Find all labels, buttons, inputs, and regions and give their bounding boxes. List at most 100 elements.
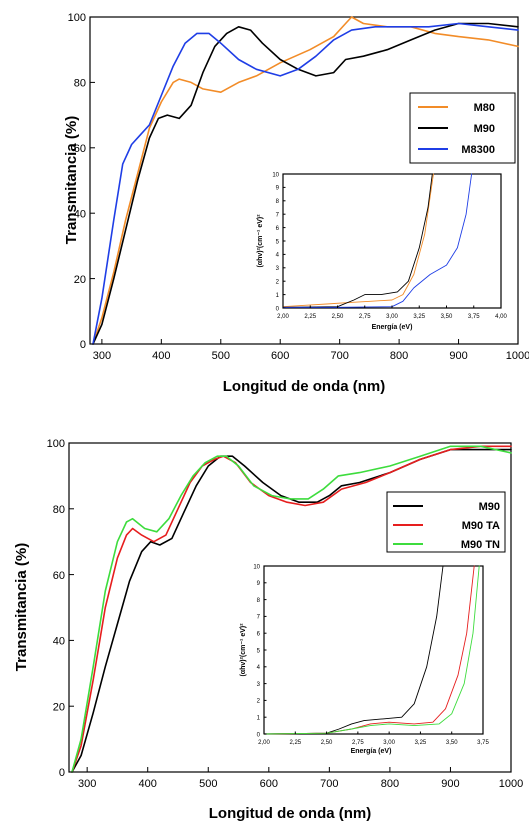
chart-1-inset-xlabel: Energía (eV) [372,324,413,331]
chart-2-inset-xtick-label: 2,00 [258,740,270,746]
chart-1-inset-ytick-label: 8 [276,199,280,205]
chart-2-xtick-label: 700 [320,778,338,790]
chart-1-inset-xtick-label: 2,50 [332,314,344,320]
chart-2-legend-label-m90: M90 [479,501,500,513]
chart-2-inset-ytick-label: 8 [257,598,261,604]
chart-2-plot-frame [68,442,512,773]
chart-1-inset-ytick-label: 6 [276,226,280,232]
chart-2-series-lines [71,445,512,773]
chart-1-legend-label-m80: M80 [474,102,495,114]
chart-2-inset-ytick-label: 10 [253,564,260,570]
chart-2-inset-ytick-label: 5 [257,648,261,654]
chart-1-inset-xtick-label: 3,25 [413,314,425,320]
chart-2-inset-ytick-label: 4 [257,665,261,671]
chart-1-xlabel: Longitud de onda (nm) [223,378,385,395]
chart-1-inset-series-lines [282,173,473,308]
chart-2-inset-ytick-label: 6 [257,632,261,638]
chart-1-inset-series-m8300-line [282,173,473,308]
chart-2-legend-label-m90-ta: M90 TA [462,520,500,532]
chart-1-ylabel: Transmitancia (%) [63,116,80,244]
chart-2-inset-xtick-label: 2,75 [352,740,364,746]
chart-2-inset-ytick-label: 2 [257,699,261,705]
chart-1-inset-ytick-label: 3 [276,266,280,272]
chart-1-ytick-label: 0 [80,339,86,351]
chart-2-inset-series-lines [263,565,480,735]
chart-2-inset-ytick-label: 9 [257,581,261,587]
chart-2-inset-xtick-label: 2,25 [289,740,301,746]
chart-1-series-m80-line [92,16,519,345]
chart-1-ytick-label: 80 [74,78,86,90]
chart-2-ytick-label: 20 [53,701,65,713]
chart-1-xtick-label: 800 [390,350,408,362]
chart-1-inset-ytick-label: 5 [276,239,280,245]
chart-1-xtick-label: 900 [449,350,467,362]
chart-1-ytick-label: 100 [68,12,86,24]
chart-2-inset-ylabel: (αhv)²(cm⁻¹ eV)² [240,623,247,677]
chart-1-ytick-label: 60 [74,143,86,155]
chart-2-ytick-label: 80 [53,504,65,516]
chart-1-inset-xtick-label: 2,25 [304,314,316,320]
chart-1-inset-series-m90-line [282,173,433,308]
chart-2-xtick-label: 300 [78,778,96,790]
chart-2-inset-frame [263,565,484,735]
chart-1-inset-ytick-label: 10 [272,172,279,178]
chart-1-inset-xtick-label: 4,00 [495,314,507,320]
chart-1-legend-label-m90: M90 [474,123,495,135]
chart-2-ytick-label: 60 [53,570,65,582]
chart-2-xtick-label: 1000 [499,778,523,790]
chart-2-inset-ticks: 2,00 2,25 2,50 2,75 3,00 3,25 3,50 3,75 0 1 2 3 4 5 6 7… [253,564,489,746]
chart-1-inset-ytick-label: 9 [276,186,280,192]
chart-2-inset-series-m90-ta-line [263,565,475,735]
chart-1-inset-ytick-label: 7 [276,213,280,219]
chart-1-ytick-label: 40 [74,208,86,220]
chart-2-inset-ytick-label: 1 [257,716,261,722]
chart-1-series-lines [92,16,519,345]
chart-2-series-m90-tn-line [71,445,512,773]
chart-1-inset-ytick-label: 1 [276,293,280,299]
chart-2-ylabel: Transmitancia (%) [13,543,30,671]
chart-2-legend: M90 M90 TA M90 TN [386,491,506,553]
chart-2-inset-xtick-label: 3,00 [383,740,395,746]
chart-1-inset-ylabel: (αhv)²(cm⁻¹ eV)² [257,214,264,268]
chart-2-series-m90-ta-line [71,445,512,773]
chart-1-inset: 2,00 2,25 2,50 2,75 3,00 3,25 3,50 3,75 4,00 0 1 2 3… [257,172,507,331]
chart-2-xtick-label: 600 [260,778,278,790]
chart-2-xtick-label: 900 [441,778,459,790]
chart-1-inset-ytick-label: 2 [276,280,280,286]
chart-2-inset-xlabel: Energía (eV) [351,748,392,755]
chart-1-legend: M80 M90 M8300 [409,92,516,164]
chart-1-xtick-label: 500 [212,350,230,362]
chart-1-inset-ticks: 2,00 2,25 2,50 2,75 3,00 3,25 3,50 3,75 4,00 0 1 2 3… [272,172,507,320]
chart-2-inset-xtick-label: 3,75 [477,740,489,746]
chart-2-xtick-label: 500 [199,778,217,790]
chart-2-xtick-label: 400 [139,778,157,790]
chart-2-inset-series-m90-tn-line [263,565,480,735]
chart-1-inset-series-m80-line [282,173,434,308]
chart-2-inset-ytick-label: 3 [257,682,261,688]
chart-1-series-m8300-line [92,22,519,345]
chart-2-inset-xtick-label: 2,50 [321,740,333,746]
chart-1-inset-frame [282,173,502,309]
chart-2-inset-ytick-label: 0 [257,732,261,738]
chart-2-inset-xtick-label: 3,50 [446,740,458,746]
chart-2-legend-label-m90-tn: M90 TN [461,539,500,551]
chart-2-legend-box [386,491,506,553]
chart-2-inset-series-m90-line [263,565,444,735]
chart-1-xtick-label: 600 [271,350,289,362]
chart-2-ytick-label: 100 [47,438,65,450]
chart-1-xtick-label: 300 [93,350,111,362]
chart-1-xtick-label: 400 [152,350,170,362]
chart-1-plot-frame [89,16,519,345]
chart-1-inset-xtick-label: 3,50 [441,314,453,320]
chart-1-ytick-label: 20 [74,274,86,286]
chart-1-inset-ytick-label: 4 [276,253,280,259]
chart-2-xtick-label: 800 [381,778,399,790]
chart-1-series-m90-line [92,22,519,345]
chart-2-inset-xtick-label: 3,25 [415,740,427,746]
chart-1-inset-xtick-label: 2,00 [277,314,289,320]
chart-1-xtick-label: 1000 [506,350,529,362]
